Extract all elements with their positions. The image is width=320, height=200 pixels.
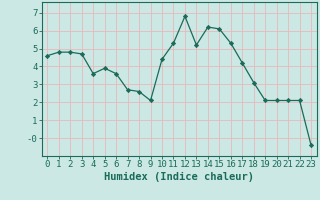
X-axis label: Humidex (Indice chaleur): Humidex (Indice chaleur) <box>104 172 254 182</box>
